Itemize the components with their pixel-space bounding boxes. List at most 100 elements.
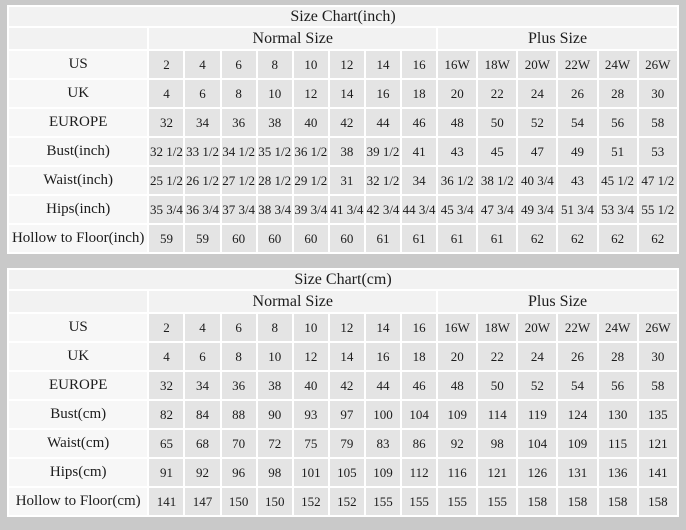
size-cell: 105: [329, 459, 364, 486]
size-cell: 38: [329, 138, 364, 165]
size-cell: 53 3/4: [598, 196, 637, 223]
size-cell: 53: [638, 138, 677, 165]
size-cell: 14: [365, 51, 401, 78]
row-label: Bust(cm): [9, 401, 148, 428]
size-cell: 48: [438, 109, 477, 136]
size-cell: 135: [638, 401, 677, 428]
size-cell: 98: [257, 459, 292, 486]
size-cell: 88: [221, 401, 256, 428]
size-cell: 60: [221, 225, 256, 252]
size-cell: 44: [365, 372, 401, 399]
size-cell: 35 1/2: [257, 138, 292, 165]
row-label: Hips(cm): [9, 459, 148, 486]
size-cell: 24W: [598, 51, 637, 78]
group-header-plus-size: Plus Size: [438, 28, 677, 49]
row-label: Hollow to Floor(inch): [9, 225, 148, 252]
row-label: EUROPE: [9, 372, 148, 399]
size-cell: 24: [518, 343, 557, 370]
size-cell: 47 1/2: [638, 167, 677, 194]
size-cell: 131: [558, 459, 597, 486]
size-cell: 25 1/2: [149, 167, 184, 194]
size-cell: 124: [558, 401, 597, 428]
size-cell: 83: [365, 430, 401, 457]
size-cell: 47: [518, 138, 557, 165]
size-cell: 14: [329, 80, 364, 107]
size-cell: 36: [221, 372, 256, 399]
size-cell: 92: [185, 459, 220, 486]
size-cell: 62: [638, 225, 677, 252]
size-cell: 45 1/2: [598, 167, 637, 194]
size-cell: 121: [638, 430, 677, 457]
size-cell: 40: [293, 372, 328, 399]
size-cell: 126: [518, 459, 557, 486]
size-cell: 34: [185, 109, 220, 136]
size-cell: 16: [402, 51, 437, 78]
size-cell: 61: [402, 225, 437, 252]
size-cell: 101: [293, 459, 328, 486]
size-cell: 59: [185, 225, 220, 252]
size-cell: 61: [478, 225, 517, 252]
size-cell: 44 3/4: [402, 196, 437, 223]
size-cell: 6: [185, 80, 220, 107]
size-cell: 112: [402, 459, 437, 486]
size-cell: 6: [221, 51, 256, 78]
size-cell: 16W: [438, 51, 477, 78]
size-cell: 60: [257, 225, 292, 252]
size-cell: 40: [293, 109, 328, 136]
size-cell: 141: [638, 459, 677, 486]
size-cell: 20: [438, 343, 477, 370]
size-cell: 60: [329, 225, 364, 252]
size-cell: 12: [293, 80, 328, 107]
size-cell: 2: [149, 51, 184, 78]
size-cell: 147: [185, 488, 220, 515]
size-cell: 56: [598, 372, 637, 399]
size-cell: 4: [185, 51, 220, 78]
size-cell: 8: [221, 80, 256, 107]
size-chart-cm-table: Size Chart(cm) Normal Size Plus Size US 2 4 6 8…: [7, 268, 679, 517]
size-cell: 34: [185, 372, 220, 399]
size-cell: 97: [329, 401, 364, 428]
size-cell: 158: [598, 488, 637, 515]
size-cell: 62: [558, 225, 597, 252]
group-header-normal-size: Normal Size: [149, 28, 437, 49]
size-cell: 68: [185, 430, 220, 457]
size-cell: 45 3/4: [438, 196, 477, 223]
size-cell: 150: [257, 488, 292, 515]
size-cell: 58: [638, 372, 677, 399]
size-cell: 152: [329, 488, 364, 515]
size-cell: 22W: [558, 51, 597, 78]
size-cell: 44: [365, 109, 401, 136]
size-cell: 20W: [518, 314, 557, 341]
size-cell: 109: [438, 401, 477, 428]
size-cell: 52: [518, 372, 557, 399]
size-cell: 33 1/2: [185, 138, 220, 165]
size-cell: 32: [149, 109, 184, 136]
size-cell: 8: [221, 343, 256, 370]
size-cell: 12: [329, 314, 364, 341]
size-cell: 49 3/4: [518, 196, 557, 223]
size-cell: 31: [329, 167, 364, 194]
size-cell: 62: [598, 225, 637, 252]
row-label: US: [9, 51, 148, 78]
corner-cell: [9, 28, 148, 49]
size-cell: 16W: [438, 314, 477, 341]
size-cell: 51 3/4: [558, 196, 597, 223]
size-cell: 43: [438, 138, 477, 165]
size-cell: 109: [365, 459, 401, 486]
size-cell: 22: [478, 80, 517, 107]
size-cell: 24: [518, 80, 557, 107]
size-cell: 10: [257, 343, 292, 370]
size-cell: 18: [402, 343, 437, 370]
size-cell: 59: [149, 225, 184, 252]
size-cell: 58: [638, 109, 677, 136]
size-cell: 91: [149, 459, 184, 486]
size-cell: 158: [518, 488, 557, 515]
table-row: EUROPE 32 34 36 38 40 42 44 46 48 50 52 54 56 58: [9, 372, 677, 399]
size-cell: 30: [638, 80, 677, 107]
size-cell: 38: [257, 372, 292, 399]
size-cell: 51: [598, 138, 637, 165]
size-cell: 27 1/2: [221, 167, 256, 194]
size-cell: 42: [329, 372, 364, 399]
size-cell: 26: [558, 343, 597, 370]
